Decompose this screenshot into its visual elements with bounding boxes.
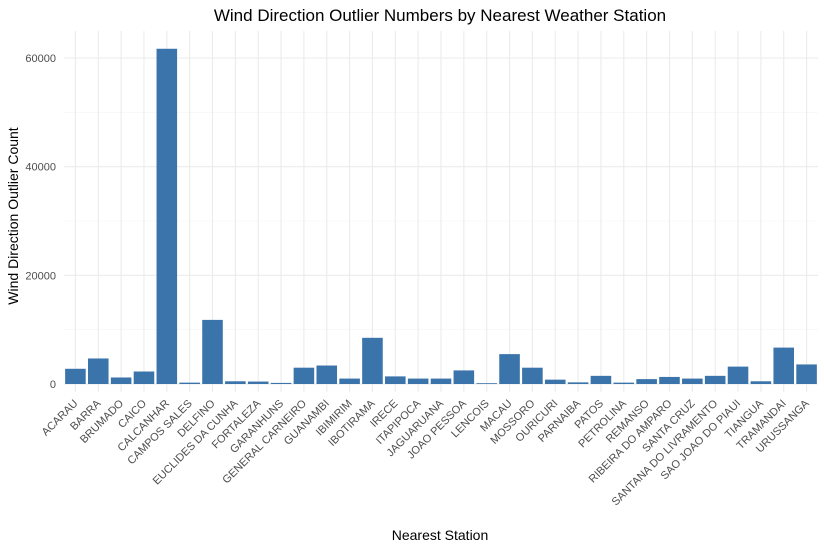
- bar-ribeira-do-amparo: [659, 376, 680, 384]
- chart-title: Wind Direction Outlier Numbers by Neares…: [214, 6, 666, 25]
- y-tick-label: 60000: [25, 53, 56, 65]
- bar-patos: [590, 375, 612, 384]
- bar-delfino: [202, 319, 223, 384]
- bar-santa-cruz: [682, 378, 703, 384]
- bar-mossoro: [522, 367, 543, 384]
- bar-parnaiba: [567, 382, 589, 384]
- bar-petrolina: [613, 382, 635, 384]
- y-tick-label: 0: [50, 379, 56, 391]
- bar-campos-sales: [179, 382, 200, 384]
- bar-jaguaruana: [430, 378, 452, 384]
- bar-acarau: [65, 368, 86, 384]
- bar-remanso: [636, 379, 657, 384]
- bar-itapipoca: [407, 378, 429, 384]
- bar-ibotirama: [362, 337, 383, 384]
- y-axis-ticks: 0 20000 40000 60000: [25, 53, 56, 391]
- y-tick-label: 40000: [25, 162, 56, 174]
- bar-caico: [133, 371, 155, 384]
- bar-santana-do-livramento: [704, 375, 726, 384]
- bar-calcanhar: [156, 48, 178, 384]
- bar-tramandai: [773, 347, 795, 384]
- bar-brumado: [110, 377, 132, 384]
- y-tick-label: 20000: [25, 270, 56, 282]
- bar-fortaleza: [247, 381, 269, 384]
- bar-macau: [499, 354, 520, 384]
- bar-joao-pessoa: [453, 370, 475, 384]
- bar-guanambi: [316, 365, 338, 384]
- y-axis-title: Wind Direction Outlier Count: [5, 127, 21, 305]
- bar-urussanga: [796, 364, 817, 384]
- bar-tiangua: [750, 381, 772, 384]
- bar-ouricuri: [544, 379, 566, 384]
- bars: [65, 48, 817, 384]
- bar-general-carneiro: [293, 367, 315, 384]
- bar-irece: [385, 376, 406, 384]
- bar-euclides-da-cunha: [225, 381, 246, 384]
- x-axis-title: Nearest Station: [392, 527, 489, 543]
- bar-garanhuns: [270, 382, 292, 384]
- bar-sao-joao-do-piaui: [727, 366, 749, 384]
- bar-barra: [87, 358, 109, 384]
- bar-lencois: [476, 383, 497, 384]
- bar-ibimirim: [339, 378, 360, 384]
